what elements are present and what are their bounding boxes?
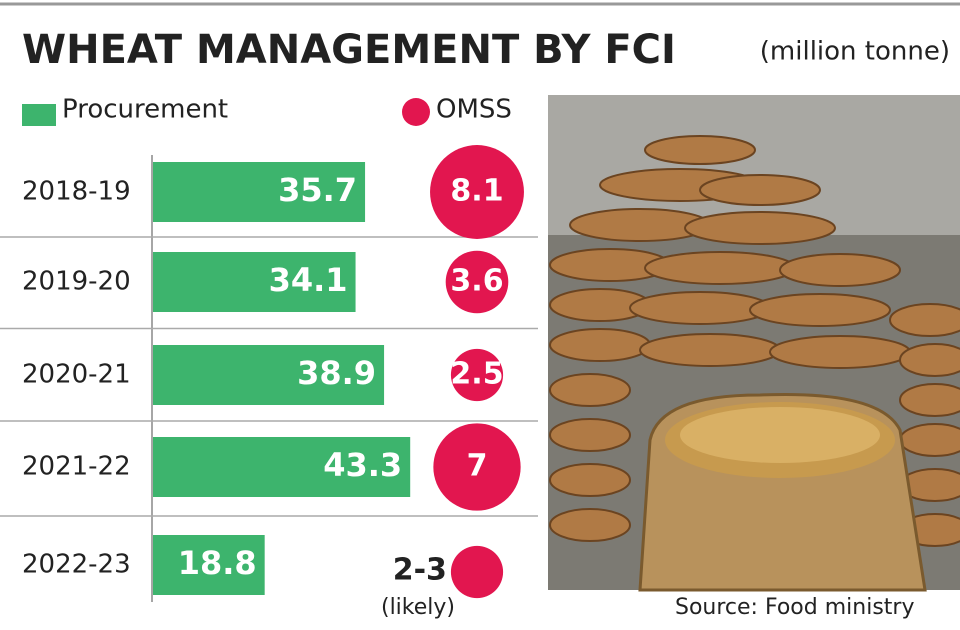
bar-value-label: 38.9 — [297, 354, 376, 392]
category-label: 2018-19 — [22, 177, 131, 207]
bubble — [451, 546, 503, 598]
photo — [548, 95, 960, 590]
bar-value-label: 43.3 — [323, 446, 402, 484]
chart-title: WHEAT MANAGEMENT BY FCI — [22, 27, 676, 73]
legend-label: Procurement — [62, 95, 228, 125]
category-label: 2021-22 — [22, 452, 131, 482]
chart: WHEAT MANAGEMENT BY FCI (million tonne) … — [0, 0, 960, 630]
bubble-value-label: 3.6 — [450, 264, 503, 299]
legend-swatch — [402, 98, 430, 126]
category-label: 2022-23 — [22, 550, 131, 580]
category-label: 2019-20 — [22, 267, 131, 297]
bubble-value-label: 7 — [467, 449, 488, 484]
annotation: (likely) — [381, 595, 455, 620]
legend-label: OMSS — [436, 95, 512, 125]
category-label: 2020-21 — [22, 360, 131, 390]
chart-subtitle: (million tonne) — [760, 37, 950, 67]
bar-value-label: 34.1 — [269, 261, 348, 299]
bar-value-label: 18.8 — [178, 544, 257, 582]
bubble-value-label: 8.1 — [450, 174, 503, 209]
bar-value-label: 35.7 — [278, 171, 357, 209]
bubble-value-label: 2.5 — [450, 357, 503, 392]
legend-swatch — [22, 104, 56, 126]
bubble-value-label: 2-3 — [393, 553, 447, 588]
source: Source: Food ministry — [675, 595, 914, 620]
